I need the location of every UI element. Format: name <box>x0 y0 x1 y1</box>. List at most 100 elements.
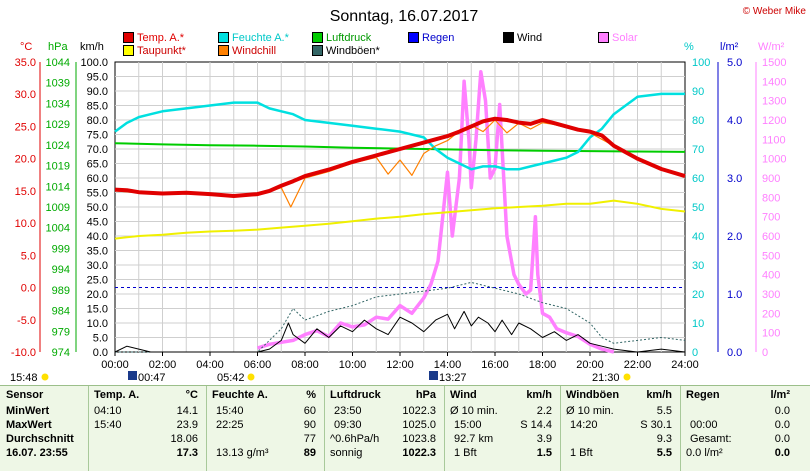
rain-tick-label: 1.0 <box>727 289 742 301</box>
stats-sensor-column: Sensor MinWert MaxWert Durchschnitt 16.0… <box>6 386 90 471</box>
stats-cell-label: 15:00 <box>454 419 482 431</box>
wind-tick-label: 30.0 <box>87 260 108 272</box>
stats-current-value: 89 <box>303 447 316 459</box>
stats-unit: km/h <box>526 389 552 401</box>
sunrise-icon <box>247 373 255 381</box>
wind-tick-label: 50.0 <box>87 202 108 214</box>
stats-row-label: MaxWert <box>6 419 52 431</box>
moonrise-time: 00:47 <box>138 372 166 384</box>
stats-cell-label: 0.0 l/m² <box>686 447 723 459</box>
pressure-tick-label: 1009 <box>46 202 70 214</box>
stats-current-value: 17.3 <box>176 447 198 459</box>
chart-title: Sonntag, 16.07.2017 <box>330 8 479 25</box>
pressure-tick-label: 1019 <box>46 161 70 173</box>
stats-cell-value: 1023.8 <box>402 433 436 445</box>
temp-tick-label: -10.0 <box>11 347 36 359</box>
sunset-time: 21:30 <box>592 372 620 384</box>
stats-header: Regen <box>686 389 720 401</box>
solar-tick-label: 200 <box>762 308 780 320</box>
wind-tick-label: 55.0 <box>87 188 108 200</box>
legend-swatch <box>408 32 419 43</box>
wind-tick-label: 85.0 <box>87 101 108 113</box>
pressure-unit-label: hPa <box>48 41 68 53</box>
pressure-tick-label: 1039 <box>46 78 70 90</box>
legend-windchill: Windchill <box>218 44 276 57</box>
solar-tick-label: 1500 <box>762 57 786 69</box>
stats-current-value: 1.5 <box>536 447 552 459</box>
legend-humidity: Feuchte A.* <box>218 31 289 44</box>
legend-swatch <box>312 32 323 43</box>
humidity-tick-label: 60 <box>692 173 704 185</box>
wind-tick-label: 35.0 <box>87 246 108 258</box>
stats-temp-column: Temp. A. °C 04:10 14.1 15:40 23.9 18.06 17.… <box>94 386 200 471</box>
wind-tick-label: 25.0 <box>87 275 108 287</box>
temp-tick-label: 25.0 <box>15 121 36 133</box>
pressure-tick-label: 994 <box>52 264 70 276</box>
stats-row-label: 16.07. 23:55 <box>6 447 68 459</box>
wind-tick-label: 95.0 <box>87 72 108 84</box>
stats-cell-label: 1 Bft <box>570 447 593 459</box>
rain-unit-label: l/m² <box>720 41 739 53</box>
legend-swatch <box>503 32 514 43</box>
stats-header: Windböen <box>566 389 620 401</box>
stats-cell-value: 90 <box>303 419 316 431</box>
rain-tick-label: 5.0 <box>727 57 742 69</box>
legend-pressure: Luftdruck <box>312 31 371 44</box>
stats-cell-label: 09:30 <box>334 419 362 431</box>
stats-unit: km/h <box>646 389 672 401</box>
stats-divider <box>206 386 207 471</box>
series-taupunkt-line <box>114 199 686 240</box>
stats-panel: Sensor MinWert MaxWert Durchschnitt 16.0… <box>0 385 810 471</box>
series-layer <box>114 69 686 354</box>
x-tick-label: 22:00 <box>624 359 652 371</box>
stats-divider <box>680 386 681 471</box>
wind-tick-label: 90.0 <box>87 86 108 98</box>
solar-tick-label: 900 <box>762 173 780 185</box>
pressure-tick-label: 999 <box>52 243 70 255</box>
legend-label: Solar <box>612 31 638 44</box>
legend-swatch <box>123 45 134 56</box>
stats-cell-label: sonnig <box>330 447 363 459</box>
x-tick-label: 14:00 <box>434 359 462 371</box>
humidity-tick-label: 30 <box>692 260 704 272</box>
legend-label: Luftdruck <box>326 31 372 44</box>
solar-tick-label: 1100 <box>762 134 786 146</box>
stats-header: Luftdruck <box>330 389 381 401</box>
stats-cell-label: 1 Bft <box>454 447 477 459</box>
humidity-tick-label: 90 <box>692 86 704 98</box>
stats-current-value: 0.0 <box>774 447 790 459</box>
stats-cell-value: 0.0 <box>774 405 790 417</box>
stats-divider <box>88 386 89 471</box>
solar-unit-label: W/m² <box>758 41 785 53</box>
stats-cell-value: 60 <box>303 405 316 417</box>
stats-divider <box>324 386 325 471</box>
pressure-tick-label: 1034 <box>46 98 70 110</box>
solar-tick-label: 0 <box>762 347 768 359</box>
legend-swatch <box>218 45 229 56</box>
stats-cell-value: 0.0 <box>774 433 790 445</box>
legend-swatch <box>218 32 229 43</box>
stats-cell-label: Ø 10 min. <box>450 405 498 417</box>
temp-tick-label: -5.0 <box>17 315 36 327</box>
stats-gusts-column: Windböen km/h Ø 10 min. 5.5 14:20 S 30.1 9.… <box>566 386 674 471</box>
x-tick-label: 20:00 <box>576 359 604 371</box>
series-solar-line <box>256 69 615 354</box>
pressure-tick-label: 1044 <box>46 57 70 69</box>
stats-cell-value: 2.2 <box>536 405 552 417</box>
rain-tick-label: 3.0 <box>727 173 742 185</box>
legend-label: Windböen* <box>326 44 380 57</box>
credit-text: © Weber Mike <box>743 6 807 17</box>
wind-tick-label: 45.0 <box>87 217 108 229</box>
humidity-tick-label: 50 <box>692 202 704 214</box>
sunset-icon <box>623 373 631 381</box>
temp-tick-label: 35.0 <box>15 57 36 69</box>
wind-tick-label: 70.0 <box>87 144 108 156</box>
wind-tick-label: 65.0 <box>87 159 108 171</box>
weather-chart: Sonntag, 16.07.2017 © Weber Mike °C hPa … <box>10 6 807 384</box>
x-tick-label: 04:00 <box>196 359 224 371</box>
series-wind-line <box>114 310 686 353</box>
stats-cell-label: Ø 10 min. <box>566 405 614 417</box>
legend-label: Windchill <box>232 44 277 57</box>
solar-tick-label: 600 <box>762 231 780 243</box>
solar-tick-label: 500 <box>762 250 780 262</box>
